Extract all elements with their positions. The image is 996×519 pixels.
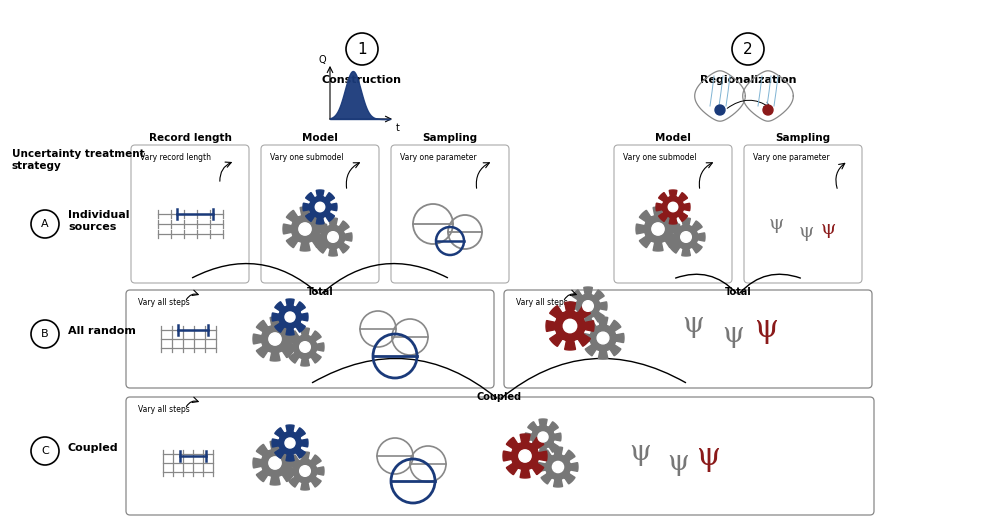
Circle shape — [715, 105, 725, 115]
Circle shape — [316, 202, 325, 212]
Text: Sampling: Sampling — [422, 133, 477, 143]
Polygon shape — [253, 441, 297, 485]
Text: Vary all steps: Vary all steps — [516, 298, 568, 307]
Text: Vary one parameter: Vary one parameter — [400, 153, 477, 162]
Text: ψ: ψ — [629, 440, 650, 467]
Text: ψ: ψ — [821, 220, 836, 238]
Polygon shape — [546, 302, 594, 350]
Text: 2: 2 — [743, 42, 753, 57]
FancyBboxPatch shape — [126, 397, 874, 515]
Polygon shape — [314, 218, 352, 256]
Circle shape — [564, 319, 577, 333]
Text: C: C — [41, 446, 49, 456]
Text: Total: Total — [307, 287, 334, 297]
Text: Record length: Record length — [148, 133, 231, 143]
FancyBboxPatch shape — [261, 145, 379, 283]
Polygon shape — [582, 317, 624, 359]
Text: Vary all steps: Vary all steps — [138, 405, 190, 414]
Circle shape — [519, 450, 531, 462]
Circle shape — [269, 333, 281, 345]
Text: Construction: Construction — [322, 75, 402, 85]
Text: ψ: ψ — [682, 310, 704, 337]
Text: Model: Model — [302, 133, 338, 143]
Circle shape — [285, 312, 295, 322]
Polygon shape — [286, 452, 324, 490]
Text: ψ: ψ — [799, 223, 814, 241]
Circle shape — [269, 457, 281, 469]
Text: Sampling: Sampling — [776, 133, 831, 143]
Polygon shape — [253, 317, 297, 361]
Text: Individual
sources: Individual sources — [68, 210, 129, 232]
Text: B: B — [41, 329, 49, 339]
Polygon shape — [538, 447, 578, 487]
Text: Vary one parameter: Vary one parameter — [753, 153, 830, 162]
Text: Vary one submodel: Vary one submodel — [270, 153, 344, 162]
Circle shape — [300, 342, 311, 352]
Text: Vary record length: Vary record length — [140, 153, 211, 162]
Polygon shape — [283, 207, 327, 251]
Circle shape — [538, 432, 548, 442]
Text: ψ: ψ — [667, 448, 689, 475]
FancyBboxPatch shape — [614, 145, 732, 283]
Text: Q: Q — [318, 55, 326, 65]
Circle shape — [598, 332, 609, 344]
Circle shape — [763, 105, 773, 115]
Text: A: A — [41, 219, 49, 229]
Circle shape — [285, 438, 295, 448]
Polygon shape — [569, 287, 607, 325]
Polygon shape — [272, 425, 308, 461]
Circle shape — [668, 202, 677, 212]
FancyBboxPatch shape — [391, 145, 509, 283]
Text: Vary one submodel: Vary one submodel — [623, 153, 696, 162]
Polygon shape — [272, 299, 308, 335]
Text: t: t — [396, 123, 400, 133]
Text: Coupled: Coupled — [476, 392, 522, 402]
Circle shape — [583, 301, 594, 311]
Polygon shape — [303, 190, 337, 224]
Circle shape — [300, 466, 311, 476]
Circle shape — [553, 461, 564, 473]
Text: ψ: ψ — [696, 441, 720, 471]
Text: Regionalization: Regionalization — [700, 75, 796, 85]
Text: ψ: ψ — [722, 321, 744, 348]
Text: 1: 1 — [358, 42, 367, 57]
FancyBboxPatch shape — [126, 290, 494, 388]
FancyBboxPatch shape — [744, 145, 862, 283]
Text: Vary all steps: Vary all steps — [138, 298, 190, 307]
Circle shape — [680, 231, 691, 242]
Text: All random: All random — [68, 326, 135, 336]
Text: Model: Model — [655, 133, 691, 143]
Polygon shape — [636, 207, 680, 251]
Text: ψ: ψ — [768, 215, 784, 233]
Circle shape — [299, 223, 311, 235]
Circle shape — [328, 231, 339, 242]
Polygon shape — [286, 328, 324, 366]
Text: Uncertainty treatment
strategy: Uncertainty treatment strategy — [12, 149, 144, 171]
Polygon shape — [656, 190, 690, 224]
FancyBboxPatch shape — [131, 145, 249, 283]
FancyBboxPatch shape — [504, 290, 872, 388]
Text: Total: Total — [725, 287, 751, 297]
Polygon shape — [525, 419, 561, 455]
Text: ψ: ψ — [754, 312, 778, 344]
Text: Coupled: Coupled — [68, 443, 119, 453]
Circle shape — [651, 223, 664, 235]
Polygon shape — [667, 218, 705, 256]
Polygon shape — [503, 434, 547, 478]
